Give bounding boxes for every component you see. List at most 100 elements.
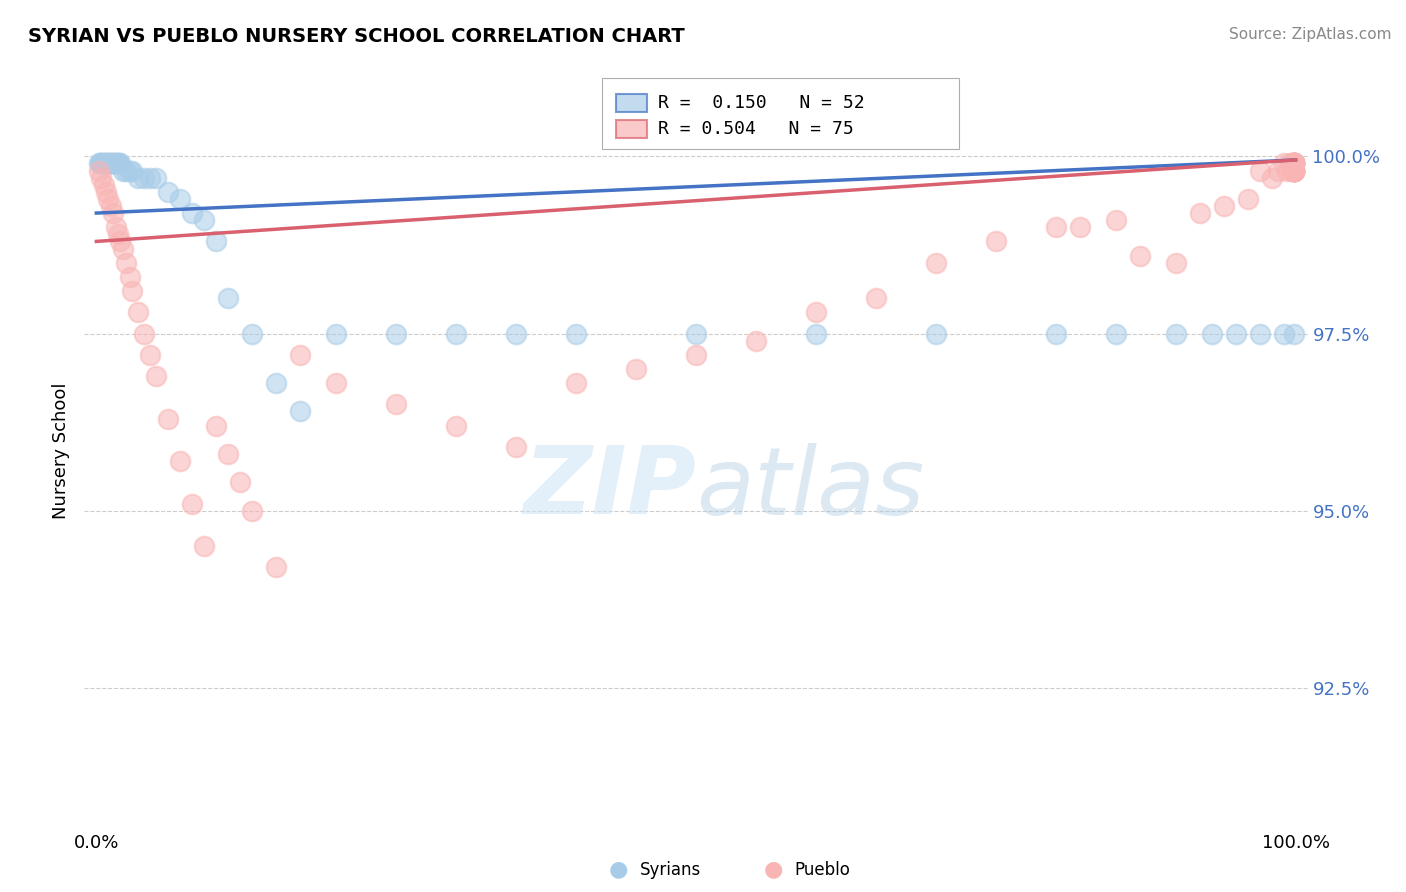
Text: Source: ZipAtlas.com: Source: ZipAtlas.com bbox=[1229, 27, 1392, 42]
Point bbox=[93, 178, 115, 192]
Point bbox=[111, 242, 134, 256]
Text: ZIP: ZIP bbox=[523, 442, 696, 534]
Point bbox=[193, 539, 215, 553]
Point bbox=[101, 156, 124, 170]
Point bbox=[90, 156, 112, 170]
Point bbox=[1129, 249, 1152, 263]
Point bbox=[1284, 163, 1306, 178]
Point bbox=[1188, 206, 1211, 220]
Point bbox=[1284, 326, 1306, 341]
Point bbox=[1069, 220, 1091, 235]
Point bbox=[325, 376, 347, 391]
Point bbox=[240, 326, 263, 341]
Point bbox=[118, 163, 141, 178]
Point bbox=[1045, 220, 1067, 235]
Text: ●: ● bbox=[609, 860, 628, 880]
Point bbox=[107, 227, 129, 242]
Point bbox=[1105, 326, 1128, 341]
Point bbox=[1272, 326, 1295, 341]
Point bbox=[1249, 326, 1271, 341]
Point bbox=[865, 291, 887, 305]
Point bbox=[1225, 326, 1247, 341]
Point bbox=[1284, 163, 1306, 178]
Y-axis label: Nursery School: Nursery School bbox=[52, 382, 70, 519]
Point bbox=[1284, 163, 1306, 178]
Point bbox=[1105, 213, 1128, 227]
Point bbox=[1272, 156, 1295, 170]
Point bbox=[111, 163, 134, 178]
Point bbox=[145, 369, 167, 384]
Text: Syrians: Syrians bbox=[640, 861, 702, 879]
Point bbox=[385, 397, 408, 411]
Point bbox=[87, 163, 110, 178]
Text: R =  0.150   N = 52: R = 0.150 N = 52 bbox=[658, 94, 865, 112]
Point bbox=[925, 326, 948, 341]
Point bbox=[118, 269, 141, 284]
Point bbox=[290, 404, 312, 418]
Point bbox=[139, 348, 162, 362]
Point bbox=[91, 156, 114, 170]
Point bbox=[1284, 156, 1306, 170]
Text: R = 0.504   N = 75: R = 0.504 N = 75 bbox=[658, 120, 853, 138]
Point bbox=[290, 348, 312, 362]
Point bbox=[325, 326, 347, 341]
Point bbox=[505, 326, 527, 341]
Point bbox=[984, 235, 1007, 249]
Point bbox=[1284, 156, 1306, 170]
Point bbox=[93, 156, 117, 170]
Point bbox=[115, 163, 138, 178]
Point bbox=[169, 192, 191, 206]
Point bbox=[229, 475, 252, 490]
Point bbox=[1284, 156, 1306, 170]
Point bbox=[108, 156, 131, 170]
Point bbox=[444, 418, 467, 433]
Point bbox=[1284, 156, 1306, 170]
Point bbox=[121, 284, 143, 298]
Point bbox=[205, 235, 228, 249]
Point bbox=[89, 156, 111, 170]
Point bbox=[100, 156, 122, 170]
Point bbox=[1284, 163, 1306, 178]
Point bbox=[134, 170, 156, 185]
Text: ●: ● bbox=[763, 860, 783, 880]
Point bbox=[1201, 326, 1223, 341]
Point bbox=[444, 326, 467, 341]
Point bbox=[87, 156, 110, 170]
Point bbox=[1284, 156, 1306, 170]
Point bbox=[145, 170, 167, 185]
Point bbox=[685, 326, 707, 341]
Point bbox=[1282, 156, 1305, 170]
Point bbox=[157, 411, 180, 425]
Point bbox=[1284, 163, 1306, 178]
Text: SYRIAN VS PUEBLO NURSERY SCHOOL CORRELATION CHART: SYRIAN VS PUEBLO NURSERY SCHOOL CORRELAT… bbox=[28, 27, 685, 45]
Point bbox=[1277, 163, 1299, 178]
Point bbox=[121, 163, 143, 178]
Point bbox=[1267, 163, 1289, 178]
Point bbox=[1284, 156, 1306, 170]
Point bbox=[103, 156, 125, 170]
Point bbox=[264, 560, 287, 574]
Point bbox=[134, 326, 156, 341]
Point bbox=[181, 497, 204, 511]
Point bbox=[1284, 156, 1306, 170]
Point bbox=[1236, 192, 1258, 206]
Point bbox=[105, 156, 128, 170]
Point bbox=[565, 376, 588, 391]
Point bbox=[97, 156, 120, 170]
Point bbox=[157, 185, 180, 199]
Point bbox=[127, 170, 149, 185]
Point bbox=[264, 376, 287, 391]
Point bbox=[110, 235, 132, 249]
Point bbox=[1284, 156, 1306, 170]
Point bbox=[565, 326, 588, 341]
Point bbox=[1045, 326, 1067, 341]
Point bbox=[90, 170, 112, 185]
Point bbox=[1212, 199, 1234, 213]
Point bbox=[205, 418, 228, 433]
Point bbox=[217, 291, 239, 305]
Point bbox=[101, 156, 124, 170]
Point bbox=[624, 362, 647, 376]
Point bbox=[1164, 326, 1187, 341]
Point bbox=[181, 206, 204, 220]
Point bbox=[98, 156, 121, 170]
